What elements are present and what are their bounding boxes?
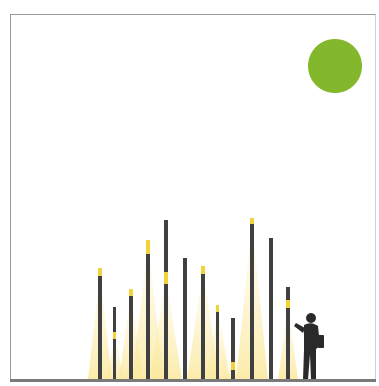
light-pole	[164, 220, 168, 380]
luminaire	[286, 300, 290, 308]
light-pole	[250, 218, 254, 380]
luminaire	[129, 289, 133, 296]
light-poles	[98, 218, 290, 380]
sun-icon	[308, 39, 362, 93]
luminaire	[250, 218, 254, 224]
luminaire	[98, 268, 102, 276]
light-pole	[231, 318, 235, 380]
luminaire	[231, 362, 235, 370]
person-with-flashlight-icon	[294, 313, 324, 380]
light-pole	[286, 287, 290, 380]
light-pole	[216, 305, 219, 380]
luminaires	[98, 218, 290, 370]
light-pole	[183, 258, 187, 380]
ground-line	[10, 379, 376, 382]
light-pole	[129, 289, 133, 380]
light-pole	[113, 307, 116, 380]
light-beams	[88, 222, 298, 380]
light-pole	[201, 266, 205, 380]
light-pole	[146, 240, 150, 380]
luminaire	[201, 266, 205, 274]
luminaire	[113, 332, 116, 339]
light-pole	[98, 268, 102, 380]
light-pole	[269, 238, 273, 380]
luminaire	[164, 272, 168, 284]
luminaire	[216, 305, 219, 312]
luminaire	[146, 240, 150, 254]
